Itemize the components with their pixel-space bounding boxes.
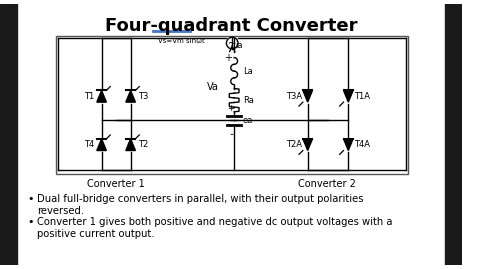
Text: +: + [224, 53, 232, 63]
Polygon shape [303, 90, 313, 102]
Text: T4A: T4A [354, 140, 370, 149]
Bar [445, 4, 463, 265]
Text: Dual full-bridge converters in parallel, with their output polarities
reversed.: Dual full-bridge converters in parallel,… [37, 194, 363, 216]
Bar [0, 4, 17, 265]
Text: +: + [228, 104, 235, 113]
Text: •: • [27, 217, 33, 227]
Text: T1A: T1A [354, 92, 370, 101]
Text: T3: T3 [138, 92, 148, 101]
Text: •: • [27, 194, 33, 204]
Text: ea: ea [243, 116, 253, 125]
Polygon shape [344, 90, 353, 102]
Polygon shape [126, 139, 135, 151]
Polygon shape [97, 139, 107, 151]
Bar [56, 36, 408, 174]
Text: -: - [229, 129, 233, 139]
Text: T2A: T2A [286, 140, 302, 149]
Text: Converter 2: Converter 2 [298, 179, 356, 189]
Text: La: La [243, 67, 252, 76]
Polygon shape [344, 139, 353, 151]
Text: Vs=Vm sinωt: Vs=Vm sinωt [158, 38, 205, 44]
Text: Converter 1 gives both positive and negative dc output voltages with a
positive : Converter 1 gives both positive and nega… [37, 217, 392, 239]
Text: T3A: T3A [286, 92, 302, 101]
Text: T2: T2 [138, 140, 148, 149]
Text: T4: T4 [84, 140, 94, 149]
Polygon shape [97, 90, 107, 102]
Polygon shape [303, 139, 313, 151]
Text: ~: ~ [228, 39, 236, 49]
Text: T1: T1 [84, 92, 94, 101]
Text: Ra: Ra [243, 96, 254, 105]
Text: Four-quadrant Converter: Four-quadrant Converter [105, 17, 358, 35]
Text: Va: Va [207, 82, 219, 92]
Text: ia: ia [235, 41, 243, 51]
Polygon shape [126, 90, 135, 102]
Text: Converter 1: Converter 1 [87, 179, 145, 189]
